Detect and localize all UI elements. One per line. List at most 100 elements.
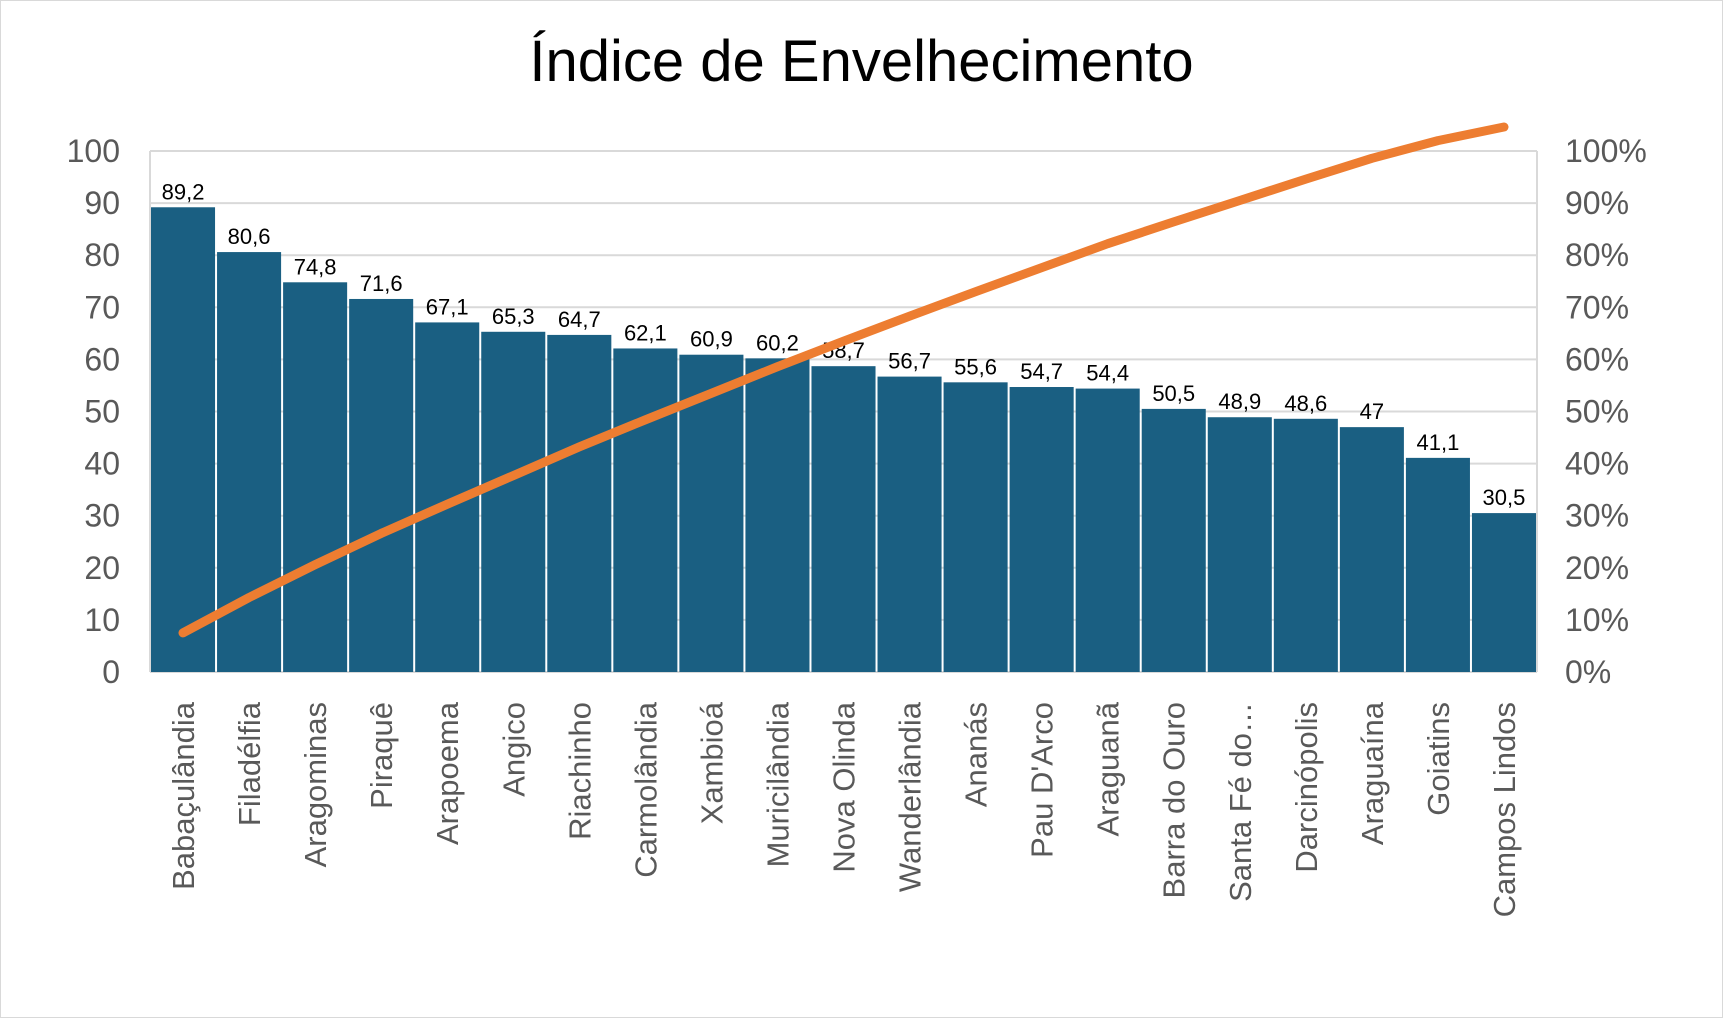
bar-value-label: 62,1 — [624, 320, 667, 345]
cumulative-point — [1436, 139, 1439, 142]
bar — [1141, 408, 1206, 672]
left-tick-label: 40 — [84, 446, 120, 482]
cumulative-point — [314, 563, 317, 566]
cumulative-line-series — [178, 122, 1509, 638]
right-tick-label: 10% — [1565, 602, 1629, 638]
bar-value-label: 80,6 — [228, 224, 271, 249]
right-tick-label: 100% — [1565, 133, 1647, 169]
bar — [1339, 427, 1404, 672]
bar-value-label: 71,6 — [360, 271, 403, 296]
bar — [1405, 457, 1470, 672]
cumulative-point — [842, 340, 845, 343]
bar — [679, 354, 744, 672]
cumulative-point — [1040, 266, 1043, 269]
bar — [877, 376, 942, 672]
bar-value-label: 54,4 — [1086, 361, 1129, 386]
cumulative-point — [446, 503, 449, 506]
bar-value-label: 60,2 — [756, 330, 799, 355]
right-tick-label: 80% — [1565, 237, 1629, 273]
category-label: Xambioá — [694, 701, 729, 824]
category-label: Santa Fé do… — [1223, 702, 1258, 902]
right-tick-label: 0% — [1565, 654, 1611, 690]
category-label: Piraquê — [364, 702, 399, 809]
right-tick-label: 30% — [1565, 498, 1629, 534]
chart-title: Índice de Envelhecimento — [529, 29, 1194, 94]
bar-value-label: 48,9 — [1218, 389, 1261, 414]
data-labels: 89,2 80,6 74,8 71,6 67,1 65,3 64,7 62,1 60,9 60,2… — [162, 179, 1526, 510]
category-label: Pau D'Arco — [1025, 702, 1060, 858]
category-label: Araguanã — [1091, 701, 1126, 836]
left-tick-label: 60 — [84, 341, 120, 377]
left-tick-label: 90 — [84, 185, 120, 221]
left-tick-label: 70 — [84, 289, 120, 325]
cumulative-point — [908, 315, 911, 318]
right-tick-label: 20% — [1565, 550, 1629, 586]
category-label: Nova Olinda — [827, 701, 862, 872]
left-tick-label: 0 — [102, 654, 120, 690]
bar-value-label: 41,1 — [1417, 430, 1460, 455]
category-label: Muricilândia — [760, 701, 795, 867]
bar-value-label: 65,3 — [492, 304, 535, 329]
category-label: Darcinópolis — [1289, 702, 1324, 873]
cumulative-point — [644, 418, 647, 421]
cumulative-point — [776, 365, 779, 368]
bar-value-label: 54,7 — [1020, 359, 1063, 384]
bar — [811, 366, 876, 672]
right-tick-label: 90% — [1565, 185, 1629, 221]
category-label: Barra do Ouro — [1157, 702, 1192, 898]
category-label: Carmolândia — [628, 701, 663, 878]
bar — [1273, 418, 1338, 672]
bar-value-label: 89,2 — [162, 179, 205, 204]
category-label: Babaçulândia — [166, 701, 201, 890]
category-label: Filadélfia — [232, 701, 267, 826]
left-tick-label: 100 — [67, 133, 120, 169]
cumulative-point — [1172, 220, 1175, 223]
category-label: Aragominas — [298, 702, 333, 867]
cumulative-point — [578, 445, 581, 448]
bar-value-label: 48,6 — [1284, 391, 1327, 416]
right-tick-label: 70% — [1565, 289, 1629, 325]
category-label: Ananás — [959, 702, 994, 807]
bar — [613, 348, 678, 672]
cumulative-point — [1370, 157, 1373, 160]
bar-value-label: 64,7 — [558, 307, 601, 332]
right-tick-label: 60% — [1565, 341, 1629, 377]
bar — [283, 282, 348, 672]
category-label: Campos Lindos — [1487, 702, 1522, 917]
category-label: Arapoema — [430, 701, 465, 845]
bar-value-label: 60,9 — [690, 327, 733, 352]
cumulative-point — [710, 392, 713, 395]
cumulative-point — [974, 290, 977, 293]
category-label: Angico — [496, 702, 531, 797]
left-tick-label: 10 — [84, 602, 120, 638]
category-label: Riachinho — [562, 702, 597, 840]
bar — [1207, 417, 1272, 672]
bar-value-label: 30,5 — [1483, 485, 1526, 510]
left-tick-label: 80 — [84, 237, 120, 273]
category-label: Araguaína — [1355, 701, 1390, 845]
left-tick-label: 20 — [84, 550, 120, 586]
left-axis: 0 10 20 30 40 50 60 70 80 90 100 — [67, 133, 151, 690]
bar — [547, 334, 612, 672]
category-label: Wanderlândia — [893, 701, 928, 892]
right-axis: 0% 10% 20% 30% 40% 50% 60% 70% 80% 90% 100% — [1536, 133, 1647, 690]
bar — [151, 207, 216, 672]
left-tick-label: 30 — [84, 498, 120, 534]
bar — [1075, 388, 1140, 672]
cumulative-point — [380, 532, 383, 535]
cumulative-point — [182, 631, 185, 634]
cumulative-point — [1304, 178, 1307, 181]
cumulative-point — [512, 474, 515, 477]
bar — [481, 331, 546, 672]
bar-value-label: 50,5 — [1152, 381, 1195, 406]
cumulative-point — [1502, 126, 1505, 129]
bar-series — [151, 207, 1536, 672]
right-tick-label: 50% — [1565, 394, 1629, 430]
bar — [745, 358, 810, 672]
bar — [1471, 513, 1536, 672]
bar-value-label: 47 — [1360, 399, 1384, 424]
bar-value-label: 55,6 — [954, 354, 997, 379]
bar-value-label: 67,1 — [426, 294, 469, 319]
right-tick-label: 40% — [1565, 446, 1629, 482]
